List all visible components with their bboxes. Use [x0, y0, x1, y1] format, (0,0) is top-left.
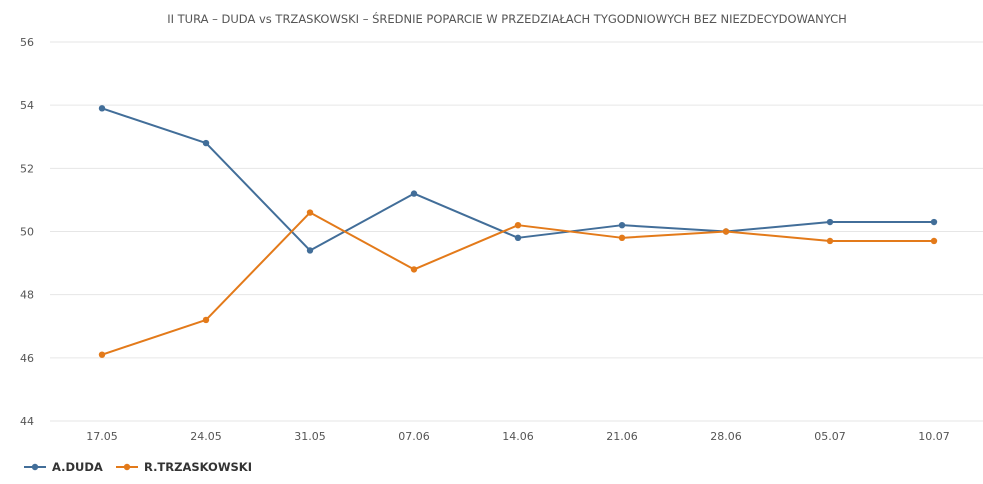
- x-tick-label: 14.06: [502, 430, 534, 443]
- data-point[interactable]: [306, 247, 314, 254]
- data-point[interactable]: [618, 234, 626, 242]
- x-tick-label: 28.06: [710, 430, 742, 443]
- data-point[interactable]: [930, 218, 938, 226]
- data-point[interactable]: [98, 351, 106, 358]
- legend-item[interactable]: R.TRZASKOWSKI: [116, 460, 252, 474]
- y-tick-label: 44: [20, 415, 34, 428]
- y-tick-label: 46: [20, 352, 34, 365]
- data-point[interactable]: [202, 139, 210, 147]
- y-axis-ticks: 44 46 48 50 52 54 56: [20, 36, 34, 428]
- legend[interactable]: A.DUDA R.TRZASKOWSKI: [24, 460, 252, 474]
- series-line: [101, 211, 934, 356]
- y-tick-label: 52: [20, 162, 34, 175]
- series-line: [101, 107, 934, 252]
- y-tick-label: 56: [20, 36, 34, 49]
- data-point[interactable]: [410, 266, 418, 273]
- x-axis-ticks: 17.05 24.05 31.05 07.06 14.06 21.06 28.06 05.07…: [86, 430, 950, 443]
- legend-label: R.TRZASKOWSKI: [144, 460, 252, 474]
- data-point[interactable]: [618, 221, 626, 229]
- data-point[interactable]: [410, 190, 418, 197]
- data-point[interactable]: [722, 228, 730, 235]
- data-point[interactable]: [930, 237, 938, 245]
- y-tick-label: 50: [20, 226, 34, 239]
- data-point[interactable]: [98, 105, 106, 112]
- x-tick-label: 07.06: [398, 430, 430, 443]
- y-tick-label: 54: [20, 99, 34, 112]
- x-tick-label: 10.07: [918, 430, 950, 443]
- legend-item[interactable]: A.DUDA: [24, 460, 103, 474]
- x-tick-label: 31.05: [294, 430, 326, 443]
- x-tick-label: 05.07: [814, 430, 846, 443]
- legend-marker-icon: [31, 463, 39, 471]
- data-point[interactable]: [514, 234, 522, 242]
- series-a-duda: [98, 105, 938, 254]
- x-tick-label: 24.05: [190, 430, 222, 443]
- data-point[interactable]: [826, 237, 834, 245]
- chart-title: II TURA – DUDA vs TRZASKOWSKI – ŚREDNIE …: [167, 11, 847, 26]
- data-point[interactable]: [202, 316, 210, 324]
- series-r-trzaskowski: [98, 209, 938, 358]
- data-point[interactable]: [306, 209, 314, 216]
- series: [98, 105, 938, 358]
- data-point[interactable]: [514, 221, 522, 229]
- grid: [50, 41, 983, 422]
- legend-marker-icon: [123, 463, 131, 471]
- legend-label: A.DUDA: [52, 460, 103, 474]
- y-tick-label: 48: [20, 289, 34, 302]
- x-tick-label: 17.05: [86, 430, 118, 443]
- data-point[interactable]: [826, 218, 834, 226]
- x-tick-label: 21.06: [606, 430, 638, 443]
